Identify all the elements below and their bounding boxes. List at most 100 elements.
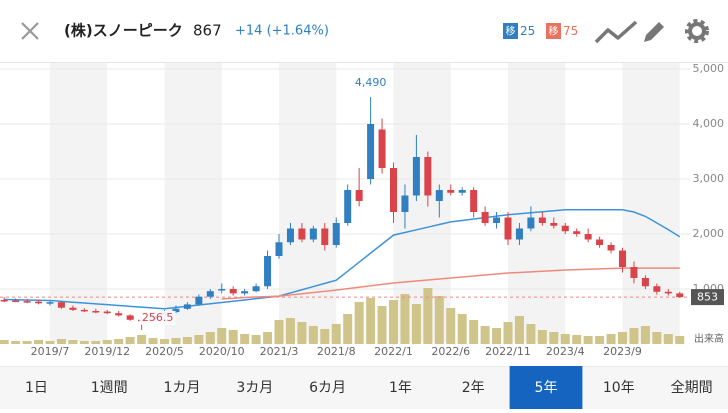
volume-bar: [320, 329, 330, 344]
volume-bar: [503, 322, 513, 344]
annotation-bg: [352, 76, 389, 91]
volume-bar: [595, 336, 605, 344]
candle-body: [12, 300, 20, 303]
stock-name: (株)スノーピーク: [64, 22, 183, 40]
volume-bar: [217, 328, 227, 344]
close-button[interactable]: [21, 22, 39, 40]
candle-body: [229, 289, 237, 294]
candle-body: [504, 217, 512, 240]
volume-bar: [652, 332, 662, 344]
volume-bar: [34, 340, 44, 344]
candle-body: [435, 190, 443, 201]
candle-body: [458, 190, 466, 193]
band: [279, 63, 337, 342]
ma-badge: [546, 23, 561, 39]
y-tick-label: 4,000: [693, 117, 725, 130]
candle-body: [550, 223, 558, 226]
candle-body: [241, 291, 249, 294]
volume-bar: [125, 337, 135, 344]
volume-bar: [618, 332, 627, 344]
tab[interactable]: 1年: [389, 380, 412, 396]
annotation: 256.5: [142, 311, 174, 324]
volume-bar: [79, 341, 89, 344]
volume-bar: [285, 318, 295, 344]
y-tick-label: 3,000: [693, 172, 725, 185]
candle-body: [298, 228, 306, 240]
volume-bar: [526, 324, 536, 344]
volume-bar: [22, 341, 32, 344]
volume-bar: [640, 326, 650, 344]
candle-body: [195, 296, 203, 305]
candle-body: [561, 225, 569, 232]
volume-bar: [114, 339, 124, 344]
volume-bar: [480, 326, 490, 344]
tab[interactable]: 1日: [25, 380, 48, 396]
candle-body: [126, 315, 134, 320]
volume-bar: [263, 332, 273, 344]
candle-body: [344, 190, 352, 223]
settings-icon[interactable]: [685, 19, 709, 43]
candle-body: [286, 228, 294, 243]
volume-bar: [11, 341, 21, 344]
volume-bar: [56, 339, 66, 344]
volume-bar: [91, 341, 101, 344]
pencil-icon[interactable]: [644, 22, 664, 42]
candle-body: [275, 242, 283, 256]
candle-body: [57, 302, 65, 308]
candle-body: [355, 190, 363, 201]
candle-body: [183, 304, 191, 309]
candle-body: [607, 245, 615, 251]
volume-bar: [251, 335, 261, 344]
candle-body: [321, 228, 329, 245]
candle-body: [46, 302, 54, 304]
candle-body: [367, 124, 375, 179]
volume-bar: [377, 306, 387, 344]
volume-bar: [354, 302, 364, 344]
volume-bar: [297, 322, 307, 344]
volume-bar: [102, 340, 112, 344]
candle-body: [619, 250, 626, 267]
candle-body: [0, 300, 8, 302]
candle-body: [309, 228, 317, 240]
volume-bar: [160, 339, 169, 344]
x-tick-label: 2022/1: [374, 345, 413, 358]
tab[interactable]: 6カ月: [309, 380, 346, 396]
x-tick-label: 2021/8: [317, 345, 356, 358]
x-tick-label: 2020/10: [199, 345, 245, 358]
volume-bar: [240, 334, 250, 344]
tab[interactable]: 5年: [535, 380, 558, 396]
tab[interactable]: 全期間: [671, 379, 713, 396]
candle-body: [264, 256, 272, 287]
volume-bar: [423, 288, 433, 344]
tab[interactable]: 3カ月: [236, 380, 273, 396]
x-tick-label: 2021/3: [260, 345, 299, 358]
volume-bar: [228, 330, 238, 344]
candle-body: [424, 157, 432, 196]
annotation-bg: [139, 310, 176, 325]
tab[interactable]: 2年: [462, 380, 485, 396]
candle-body: [596, 239, 604, 245]
volume-bar: [572, 335, 582, 344]
volume-bar: [606, 334, 616, 344]
ma-line: [4, 209, 681, 310]
volume-bar: [469, 320, 479, 344]
tab[interactable]: 10年: [603, 380, 635, 396]
trend-icon[interactable]: [594, 20, 638, 44]
volume-bar: [205, 332, 215, 344]
candle-body: [172, 308, 180, 313]
volume-bar: [45, 341, 55, 344]
candle-body: [103, 311, 111, 314]
volume-bar: [629, 328, 639, 344]
volume-bar: [400, 294, 410, 344]
y-tick-label: 2,000: [693, 227, 725, 240]
candle-body: [80, 309, 88, 312]
tab[interactable]: 1週間: [91, 380, 128, 396]
volume-bar: [331, 324, 341, 344]
tab[interactable]: 1カ月: [164, 380, 201, 396]
volume-bar: [549, 332, 559, 344]
volume-bar: [663, 334, 673, 344]
volume-bar: [457, 314, 467, 344]
ma-line: [221, 267, 680, 300]
candle-body: [447, 190, 455, 193]
